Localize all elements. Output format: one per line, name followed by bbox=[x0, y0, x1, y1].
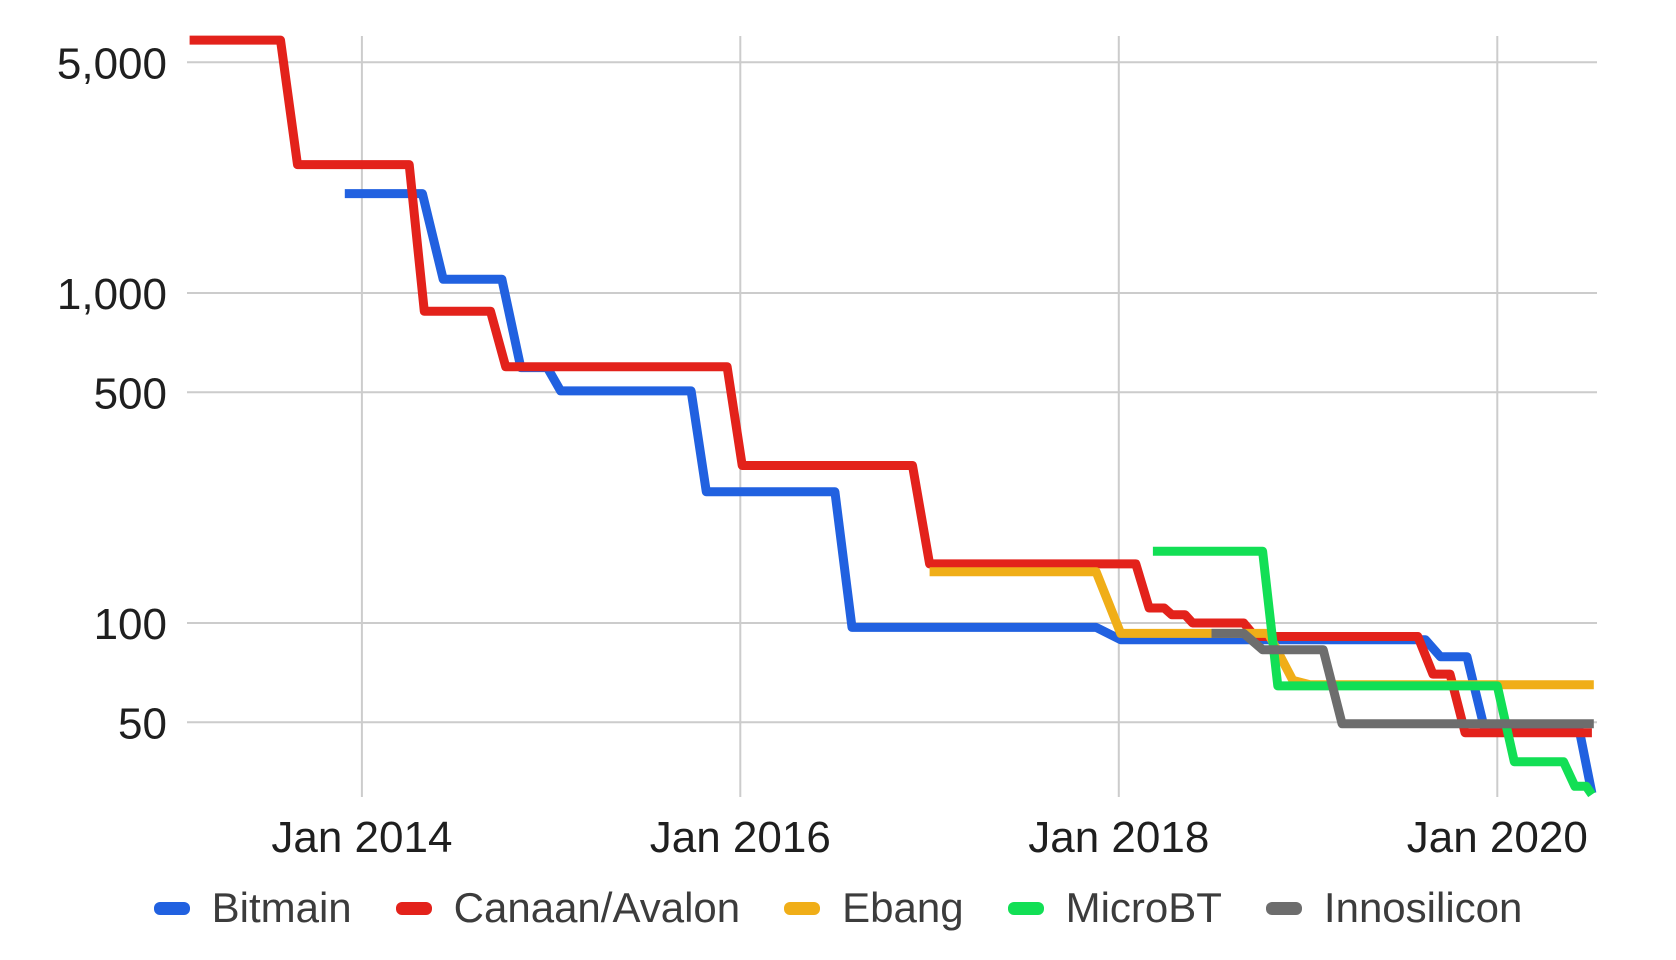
legend-item-ebang: Ebang bbox=[784, 884, 964, 931]
series-line-canaan-avalon bbox=[189, 35, 1592, 738]
legend-label-innosilicon: Innosilicon bbox=[1323, 884, 1523, 931]
legend-label-microbt: MicroBT bbox=[1065, 884, 1222, 931]
legend-label-bitmain: Bitmain bbox=[211, 884, 352, 931]
legend-item-bitmain: Bitmain bbox=[153, 884, 352, 931]
series-line-bitmain bbox=[344, 189, 1597, 795]
series-line-microbt bbox=[1152, 546, 1596, 798]
x-tick-label-2016: Jan 2016 bbox=[650, 813, 831, 862]
series-lines bbox=[189, 35, 1597, 798]
y-tick-label-5000: 5,000 bbox=[57, 39, 167, 88]
legend-item-innosilicon: Innosilicon bbox=[1265, 884, 1523, 931]
y-tick-label-50: 50 bbox=[118, 699, 167, 748]
legend-swatch-microbt bbox=[1007, 901, 1044, 915]
y-tick-label-1000: 1,000 bbox=[57, 270, 167, 319]
series-line-innosilicon bbox=[1211, 628, 1594, 729]
legend-item-canaan-avalon: Canaan/Avalon bbox=[395, 884, 741, 931]
y-tick-label-100: 100 bbox=[94, 600, 167, 649]
legend-swatch-canaan-avalon bbox=[395, 901, 432, 915]
x-tick-label-2018: Jan 2018 bbox=[1028, 813, 1209, 862]
legend-label-ebang: Ebang bbox=[842, 884, 964, 931]
legend-swatch-bitmain bbox=[153, 901, 190, 915]
legend-swatch-ebang bbox=[784, 901, 821, 915]
legend: Bitmain Canaan/Avalon Ebang MicroBT Innosili… bbox=[0, 882, 1676, 934]
y-axis-tick-labels: 5,000 1,000 500 100 50 bbox=[57, 39, 167, 748]
legend-item-microbt: MicroBT bbox=[1007, 884, 1222, 931]
legend-swatch-innosilicon bbox=[1265, 901, 1302, 915]
y-tick-label-500: 500 bbox=[94, 369, 167, 418]
legend-label-canaan-avalon: Canaan/Avalon bbox=[453, 884, 741, 931]
x-tick-label-2014: Jan 2014 bbox=[271, 813, 452, 862]
x-tick-label-2020: Jan 2020 bbox=[1407, 813, 1588, 862]
x-axis-tick-labels: Jan 2014 Jan 2016 Jan 2018 Jan 2020 bbox=[271, 813, 1587, 862]
